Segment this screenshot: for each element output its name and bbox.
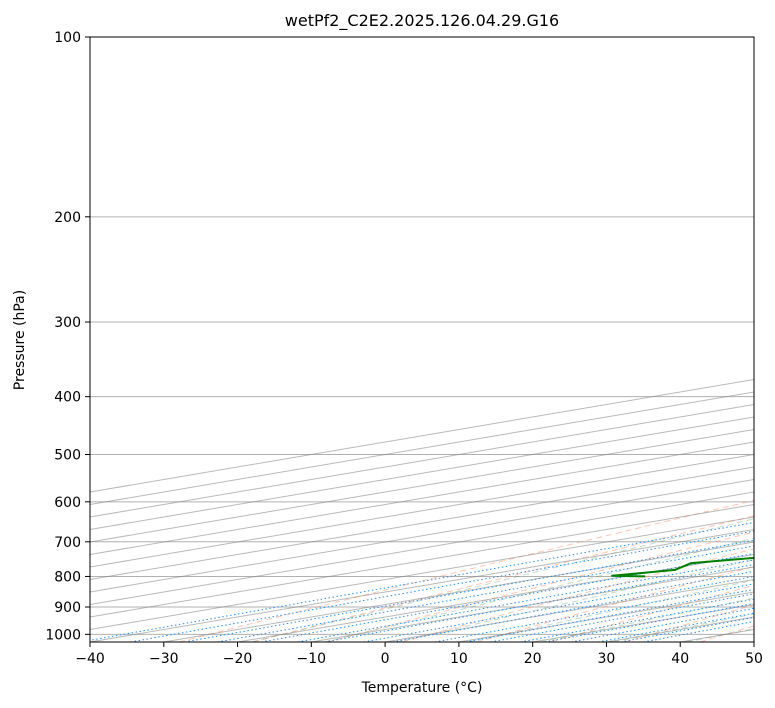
y-tick-label: 700	[54, 535, 81, 551]
dry-adiabat--30	[178, 499, 754, 642]
mixing-ratio-line-16	[544, 603, 754, 642]
moist-adiabat-0	[396, 559, 754, 642]
x-tick-label: −20	[223, 651, 253, 667]
x-tick-label: 40	[671, 651, 689, 667]
y-axis-label: Pressure (hPa)	[12, 290, 28, 390]
isotherm--50	[90, 516, 754, 631]
mixing-ratio-line-0.2	[130, 530, 754, 642]
isotherm--100	[90, 453, 754, 568]
x-tick-label: 50	[745, 651, 763, 667]
y-tick-label: 600	[54, 495, 81, 511]
moist-adiabat--10	[324, 537, 754, 642]
isotherm--90	[90, 466, 754, 581]
x-tick-label: 0	[381, 651, 390, 667]
mixing-ratio-line-8	[465, 588, 754, 642]
y-tick-label: 300	[54, 315, 81, 331]
y-tick-label: 400	[54, 390, 81, 406]
mixing-ratio-line-20	[571, 607, 754, 642]
y-tick-label: 100	[54, 30, 81, 46]
x-tick-label: 30	[598, 651, 616, 667]
mixing-ratio-line-0.4	[184, 539, 754, 642]
isotherm--120	[90, 428, 754, 543]
mixing-ratio-line-13	[520, 598, 754, 642]
y-tick-label: 800	[54, 569, 81, 585]
x-tick-label: −30	[149, 651, 179, 667]
isotherm--40	[90, 528, 754, 642]
plot-frame	[89, 36, 755, 643]
mixing-ratio-line-10	[490, 593, 754, 642]
isotherm--110	[90, 441, 754, 556]
mixing-ratio-line-0.1	[90, 522, 754, 641]
mixing-ratio-line-0.6	[217, 545, 754, 642]
isotherm--80	[90, 478, 754, 593]
x-tick-label: 10	[450, 651, 468, 667]
x-tick-label: −40	[75, 651, 105, 667]
y-tick-label: 1000	[45, 627, 81, 643]
y-tick-label: 200	[54, 210, 81, 226]
moist-adiabat-10	[468, 579, 754, 642]
chart-title: wetPf2_C2E2.2025.126.04.29.G16	[285, 11, 559, 31]
plot-area: 0.10.20.40.611.52346810131620253036-100-…	[90, 37, 754, 642]
isotherm--70	[90, 491, 754, 606]
x-tick-label: −10	[297, 651, 327, 667]
axes: −40 −30 −20 −10 0 10 20 30 40 50 100 200 300 400 500 60…	[45, 30, 763, 667]
x-axis-label: Temperature (°C)	[361, 680, 483, 696]
isotherm--60	[90, 503, 754, 618]
x-tick-label: 20	[524, 651, 542, 667]
y-tick-label: 900	[54, 600, 81, 616]
y-tick-label: 500	[54, 448, 81, 464]
